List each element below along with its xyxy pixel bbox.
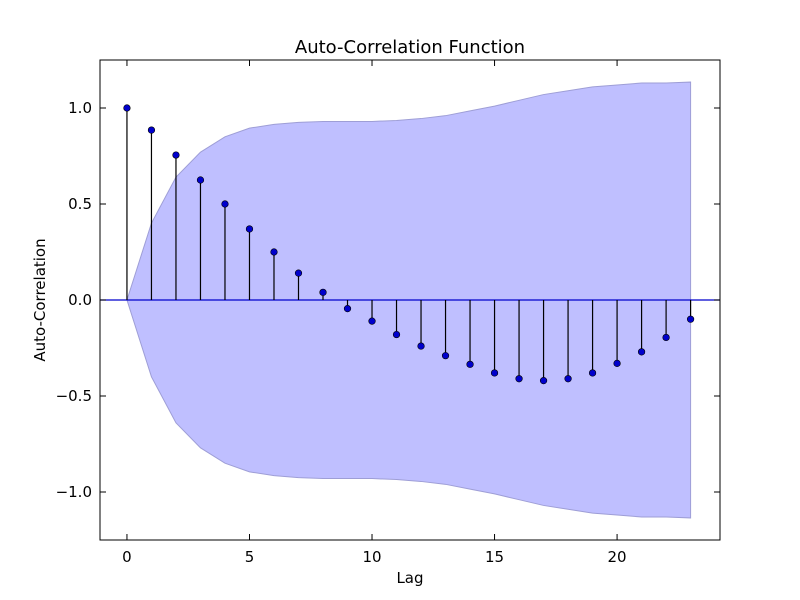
tick-layer: 0 5 10 15 20 1.0 0.5 0.0 −0.5 −1.0 bbox=[56, 60, 720, 566]
y-tick-label: 1.0 bbox=[68, 99, 92, 117]
y-tick-label: 0.0 bbox=[68, 291, 92, 309]
acf-marker-lag-13 bbox=[441, 352, 450, 360]
x-tick-label: 20 bbox=[608, 548, 627, 566]
stem-layer bbox=[126, 108, 692, 381]
acf-marker-lag-20 bbox=[613, 359, 621, 367]
acf-marker-lag-11 bbox=[392, 330, 401, 339]
acf-marker-lag-5 bbox=[245, 225, 254, 233]
y-tick-label: −0.5 bbox=[56, 387, 92, 405]
acf-marker-lag-9 bbox=[343, 305, 352, 313]
acf-marker-lag-23 bbox=[686, 315, 695, 323]
acf-marker-lag-12 bbox=[417, 342, 425, 350]
x-tick-label: 10 bbox=[362, 548, 381, 566]
acf-marker-lag-8 bbox=[319, 288, 327, 296]
acf-marker-lag-1 bbox=[147, 126, 156, 134]
acf-marker-lag-15 bbox=[490, 369, 499, 377]
x-tick-label: 0 bbox=[122, 548, 132, 566]
y-tick-label: 0.5 bbox=[68, 195, 92, 213]
acf-marker-lag-16 bbox=[515, 375, 523, 383]
acf-marker-lag-19 bbox=[588, 369, 597, 377]
acf-marker-lag-6 bbox=[270, 248, 278, 256]
acf-marker-lag-21 bbox=[637, 348, 646, 356]
x-tick-label: 5 bbox=[245, 548, 255, 566]
chart-title: Auto-Correlation Function bbox=[295, 37, 525, 58]
acf-marker-lag-18 bbox=[564, 375, 572, 383]
acf-marker-lag-4 bbox=[221, 200, 229, 208]
y-tick-label: −1.0 bbox=[56, 483, 92, 501]
y-axis-label: Auto-Correlation bbox=[31, 238, 49, 361]
acf-marker-lag-14 bbox=[466, 360, 474, 368]
x-tick-label: 15 bbox=[485, 548, 504, 566]
acf-marker-lag-17 bbox=[539, 377, 548, 385]
acf-marker-lag-3 bbox=[196, 176, 205, 184]
acf-marker-lag-2 bbox=[172, 151, 180, 159]
marker-layer bbox=[123, 104, 695, 385]
acf-marker-lag-7 bbox=[294, 269, 303, 277]
acf-marker-lag-22 bbox=[662, 333, 670, 342]
acf-marker-lag-10 bbox=[368, 317, 376, 325]
acf-marker-lag-0 bbox=[123, 104, 131, 112]
x-axis-label: Lag bbox=[396, 569, 423, 587]
